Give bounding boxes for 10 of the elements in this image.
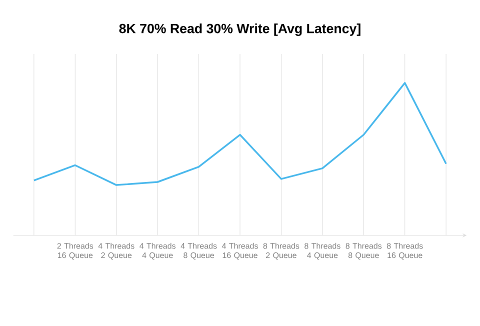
x-tick-label: 8 Threads 4 Queue: [304, 242, 340, 260]
x-tick-label: 4 Threads 8 Queue: [180, 242, 217, 260]
x-tick-label: 4 Threads 4 Queue: [140, 242, 176, 260]
x-tick-label: 8 Threads 16 Queue: [386, 242, 423, 260]
chart-title: 8K 70% Read 30% Write [Avg Latency]: [119, 23, 360, 36]
x-tick-label: 4 Threads 16 Queue: [222, 242, 258, 260]
x-tick-label: 4 Threads 2 Queue: [98, 242, 134, 260]
x-tick-label: 8 Threads 8 Queue: [346, 242, 382, 260]
x-tick-label: 8 Threads 2 Queue: [263, 242, 300, 260]
x-tick-label: 2 Threads 16 Queue: [57, 242, 94, 260]
